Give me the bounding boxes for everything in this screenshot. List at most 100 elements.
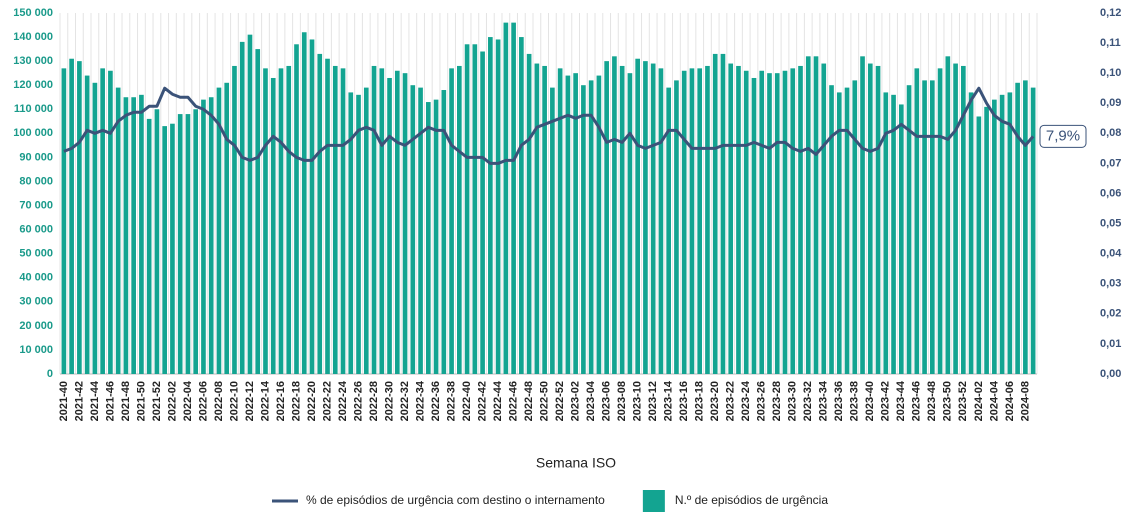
y-tick-label: 30 000 (19, 296, 53, 308)
bar (604, 61, 609, 375)
bar (712, 53, 718, 375)
bar (170, 123, 175, 374)
x-tick-label: 2024-02 (973, 381, 985, 421)
y-tick-label: 120 000 (13, 79, 53, 91)
bar (162, 126, 168, 374)
bar (681, 70, 687, 374)
y2-tick-label: 0,07 (1100, 157, 1121, 169)
bar (371, 65, 377, 375)
x-tick-label: 2023-38 (849, 381, 861, 421)
x-tick-label: 2023-12 (647, 381, 659, 421)
bar (906, 85, 912, 374)
y-tick-label: 50 000 (19, 248, 53, 260)
x-tick-label: 2022-42 (476, 381, 488, 421)
x-axis-title: Semana ISO (536, 455, 616, 471)
x-tick-label: 2022-52 (554, 381, 566, 421)
legend-label: N.º de episódios de urgência (675, 493, 828, 507)
bar (356, 94, 361, 375)
bar (728, 63, 734, 374)
bar (495, 39, 501, 375)
x-tick-label: 2022-20 (306, 381, 318, 421)
bar (705, 65, 710, 375)
y2-tick-label: 0,01 (1100, 338, 1121, 350)
x-tick-label: 2023-22 (725, 381, 737, 421)
bar (914, 68, 920, 374)
bar (658, 68, 664, 374)
x-tick-label: 2022-16 (275, 381, 287, 421)
bar (503, 22, 509, 374)
bar (472, 44, 478, 374)
bar (798, 65, 803, 375)
bar (650, 63, 656, 374)
bar (643, 61, 648, 375)
x-tick-label: 2022-04 (182, 380, 194, 421)
grid (59, 13, 1038, 374)
bar (984, 106, 989, 375)
x-tick-label: 2024-08 (1019, 381, 1031, 421)
x-tick-label: 2023-34 (818, 380, 830, 421)
x-tick-label: 2021-52 (151, 381, 163, 421)
bar (844, 87, 850, 375)
x-tick-label: 2021-44 (89, 380, 101, 421)
bar (348, 92, 354, 375)
bar (131, 97, 136, 374)
x-tick-label: 2022-10 (228, 381, 240, 421)
bar (511, 22, 516, 374)
bar (759, 70, 765, 374)
x-tick-label: 2023-18 (694, 381, 706, 421)
line (63, 86, 1035, 165)
x-tick-label: 2021-42 (73, 381, 85, 421)
x-tick-label: 2022-18 (290, 381, 302, 421)
bar (720, 53, 726, 375)
x-tick-label: 2023-16 (678, 381, 690, 421)
x-tick-label: 2022-28 (368, 381, 380, 421)
bar (387, 77, 392, 374)
annotation: 7,9% (1046, 127, 1080, 144)
bar (278, 68, 284, 374)
y2-tick-label: 0,09 (1100, 97, 1121, 109)
x-tick-label: 2022-26 (352, 381, 364, 421)
bar (270, 77, 276, 374)
x-tick-label: 2023-04 (585, 380, 597, 421)
y-tick-label: 10 000 (19, 344, 53, 356)
x-tick-label: 2022-08 (213, 381, 225, 421)
bar (263, 68, 268, 374)
x-tick-label: 2022-46 (508, 381, 520, 421)
bar (596, 75, 602, 374)
bar (573, 73, 578, 375)
y-tick-label: 0 (47, 368, 53, 380)
y-tick-label: 150 000 (13, 7, 53, 19)
bar (239, 41, 245, 374)
bar (441, 90, 447, 374)
x-tick-label: 2024-04 (988, 380, 1000, 421)
bar (805, 56, 811, 374)
x-tick-label: 2022-12 (244, 381, 256, 421)
x-tick-label: 2023-02 (570, 381, 582, 421)
x-tick-label: 2021-46 (104, 381, 116, 421)
bar (867, 63, 873, 374)
bar (84, 75, 90, 374)
bar (619, 65, 625, 375)
y2-tick-label: 0,05 (1100, 217, 1121, 229)
bar (154, 109, 160, 375)
bar (255, 49, 261, 374)
bar (898, 104, 904, 374)
bar (674, 80, 679, 375)
bar (829, 85, 834, 374)
x-tick-label: 2023-50 (942, 381, 954, 421)
bar (697, 68, 703, 374)
x-tick-label: 2022-36 (430, 381, 442, 421)
bar (999, 94, 1005, 375)
x-tick-label: 2022-14 (259, 380, 271, 421)
bar (309, 39, 315, 375)
bar (325, 58, 330, 375)
bar (1015, 82, 1020, 374)
y2-tick-label: 0,06 (1100, 187, 1121, 199)
bar (635, 58, 640, 375)
bar (410, 85, 416, 374)
bar (821, 63, 827, 374)
x-tick-label: 2023-06 (601, 381, 613, 421)
bar (542, 65, 547, 375)
x-tick-label: 2023-40 (864, 381, 876, 421)
bar (208, 97, 214, 374)
